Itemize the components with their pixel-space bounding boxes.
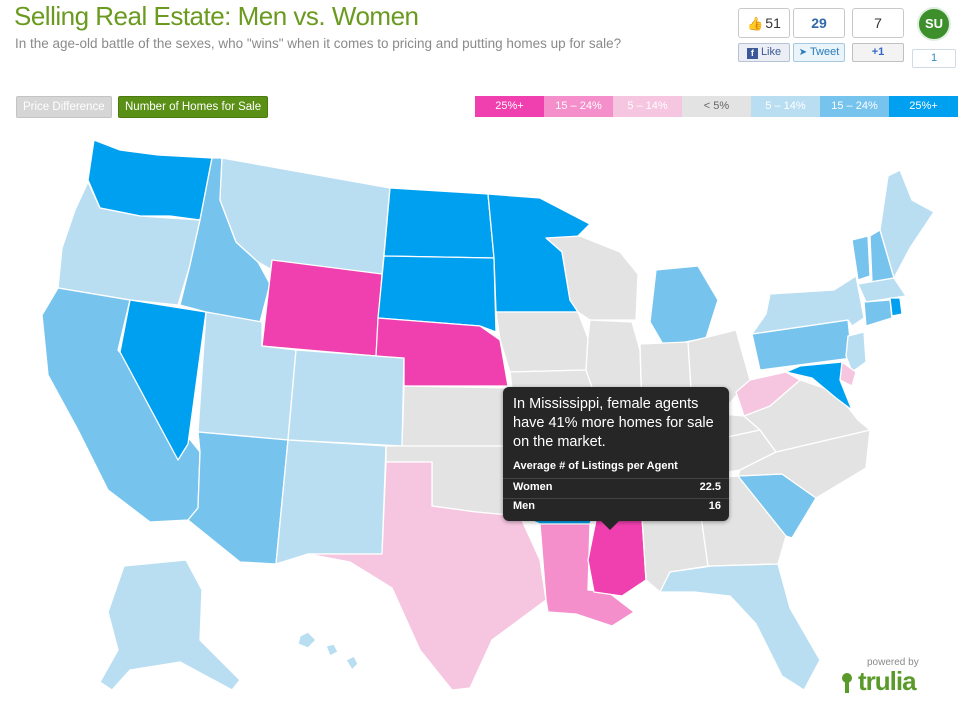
- men-value: 16: [708, 500, 721, 512]
- state-tooltip: In Mississippi, female agents have 41% m…: [503, 387, 729, 521]
- state-az[interactable]: [187, 431, 289, 565]
- state-wa[interactable]: [87, 139, 213, 221]
- state-hi[interactable]: [345, 655, 359, 671]
- stumbleupon-count[interactable]: 1: [912, 49, 956, 68]
- facebook-share[interactable]: 👍 51 f Like: [738, 8, 790, 62]
- tooltip-row-men: Men 16: [513, 500, 721, 512]
- twitter-share[interactable]: 29 ➤ Tweet: [793, 8, 845, 62]
- divider: [503, 478, 729, 479]
- state-ri[interactable]: [889, 297, 903, 317]
- page-title: Selling Real Estate: Men vs. Women: [14, 1, 419, 31]
- state-tx[interactable]: [307, 461, 547, 691]
- google-plus-one-button[interactable]: +1: [852, 43, 904, 62]
- state-ks[interactable]: [401, 385, 515, 447]
- thumbs-up-icon: 👍: [747, 16, 764, 31]
- trulia-pin-icon: [842, 673, 852, 693]
- divider: [503, 498, 729, 499]
- google-plus-count: 7: [852, 8, 904, 38]
- page-subtitle: In the age-old battle of the sexes, who …: [15, 36, 622, 51]
- powered-by-text: powered by: [867, 657, 919, 668]
- state-nv[interactable]: [119, 299, 207, 461]
- google-plus-share[interactable]: 7 +1: [852, 8, 904, 62]
- men-label: Men: [513, 500, 535, 512]
- state-md[interactable]: [785, 361, 853, 411]
- twitter-bird-icon: ➤: [798, 47, 808, 58]
- facebook-count: 51: [765, 15, 781, 31]
- state-ma[interactable]: [857, 277, 907, 303]
- legend-item: 25%+: [475, 96, 544, 117]
- state-ia[interactable]: [495, 311, 589, 373]
- state-or[interactable]: [57, 181, 201, 306]
- state-fl[interactable]: [659, 563, 821, 691]
- state-ak[interactable]: [99, 559, 241, 691]
- state-ca[interactable]: [41, 287, 201, 523]
- tooltip-headline: In Mississippi, female agents have 41% m…: [513, 396, 714, 450]
- tooltip-row-women: Women 22.5: [513, 481, 721, 493]
- twitter-count: 29: [793, 8, 845, 38]
- legend-item: 5 – 14%: [613, 96, 682, 117]
- state-ny[interactable]: [751, 275, 865, 335]
- facebook-like-button[interactable]: f Like: [738, 43, 790, 62]
- state-nm[interactable]: [275, 439, 387, 565]
- state-nj[interactable]: [845, 331, 867, 373]
- state-ct[interactable]: [863, 299, 893, 327]
- state-me[interactable]: [879, 169, 935, 279]
- legend-item: 15 – 24%: [544, 96, 613, 117]
- tooltip-pointer: [601, 521, 619, 530]
- women-value: 22.5: [699, 481, 721, 493]
- homes-for-sale-button[interactable]: Number of Homes for Sale: [118, 96, 269, 118]
- women-label: Women: [513, 481, 553, 493]
- tweet-label: Tweet: [809, 46, 840, 58]
- state-hi[interactable]: [325, 643, 339, 657]
- legend-item: 25%+: [889, 96, 958, 117]
- facebook-like-label: Like: [760, 46, 782, 58]
- facebook-icon: f: [746, 48, 758, 59]
- price-difference-button[interactable]: Price Difference: [16, 96, 112, 118]
- trulia-logo[interactable]: trulia: [858, 666, 917, 696]
- state-hi[interactable]: [297, 631, 317, 649]
- stumbleupon-share[interactable]: SU 1: [912, 7, 956, 68]
- facebook-count-box: 👍 51: [738, 8, 790, 38]
- state-nd[interactable]: [383, 187, 495, 259]
- state-co[interactable]: [287, 349, 405, 447]
- legend-item: < 5%: [682, 96, 751, 117]
- state-ne[interactable]: [375, 317, 509, 387]
- tweet-button[interactable]: ➤ Tweet: [793, 43, 845, 62]
- stumbleupon-logo-icon[interactable]: SU: [917, 7, 951, 41]
- map-legend: 25%+ 15 – 24% 5 – 14% < 5% 5 – 14% 15 – …: [475, 96, 958, 117]
- state-wv[interactable]: [735, 371, 801, 417]
- legend-item: 5 – 14%: [751, 96, 820, 117]
- legend-item: 15 – 24%: [820, 96, 889, 117]
- tooltip-table-title: Average # of Listings per Agent: [513, 460, 678, 472]
- state-vt[interactable]: [851, 235, 871, 281]
- state-wi[interactable]: [545, 235, 639, 321]
- state-wy[interactable]: [261, 259, 383, 357]
- state-sd[interactable]: [377, 255, 497, 333]
- google-plus-one-label: +1: [871, 46, 885, 58]
- state-mi[interactable]: [649, 265, 719, 347]
